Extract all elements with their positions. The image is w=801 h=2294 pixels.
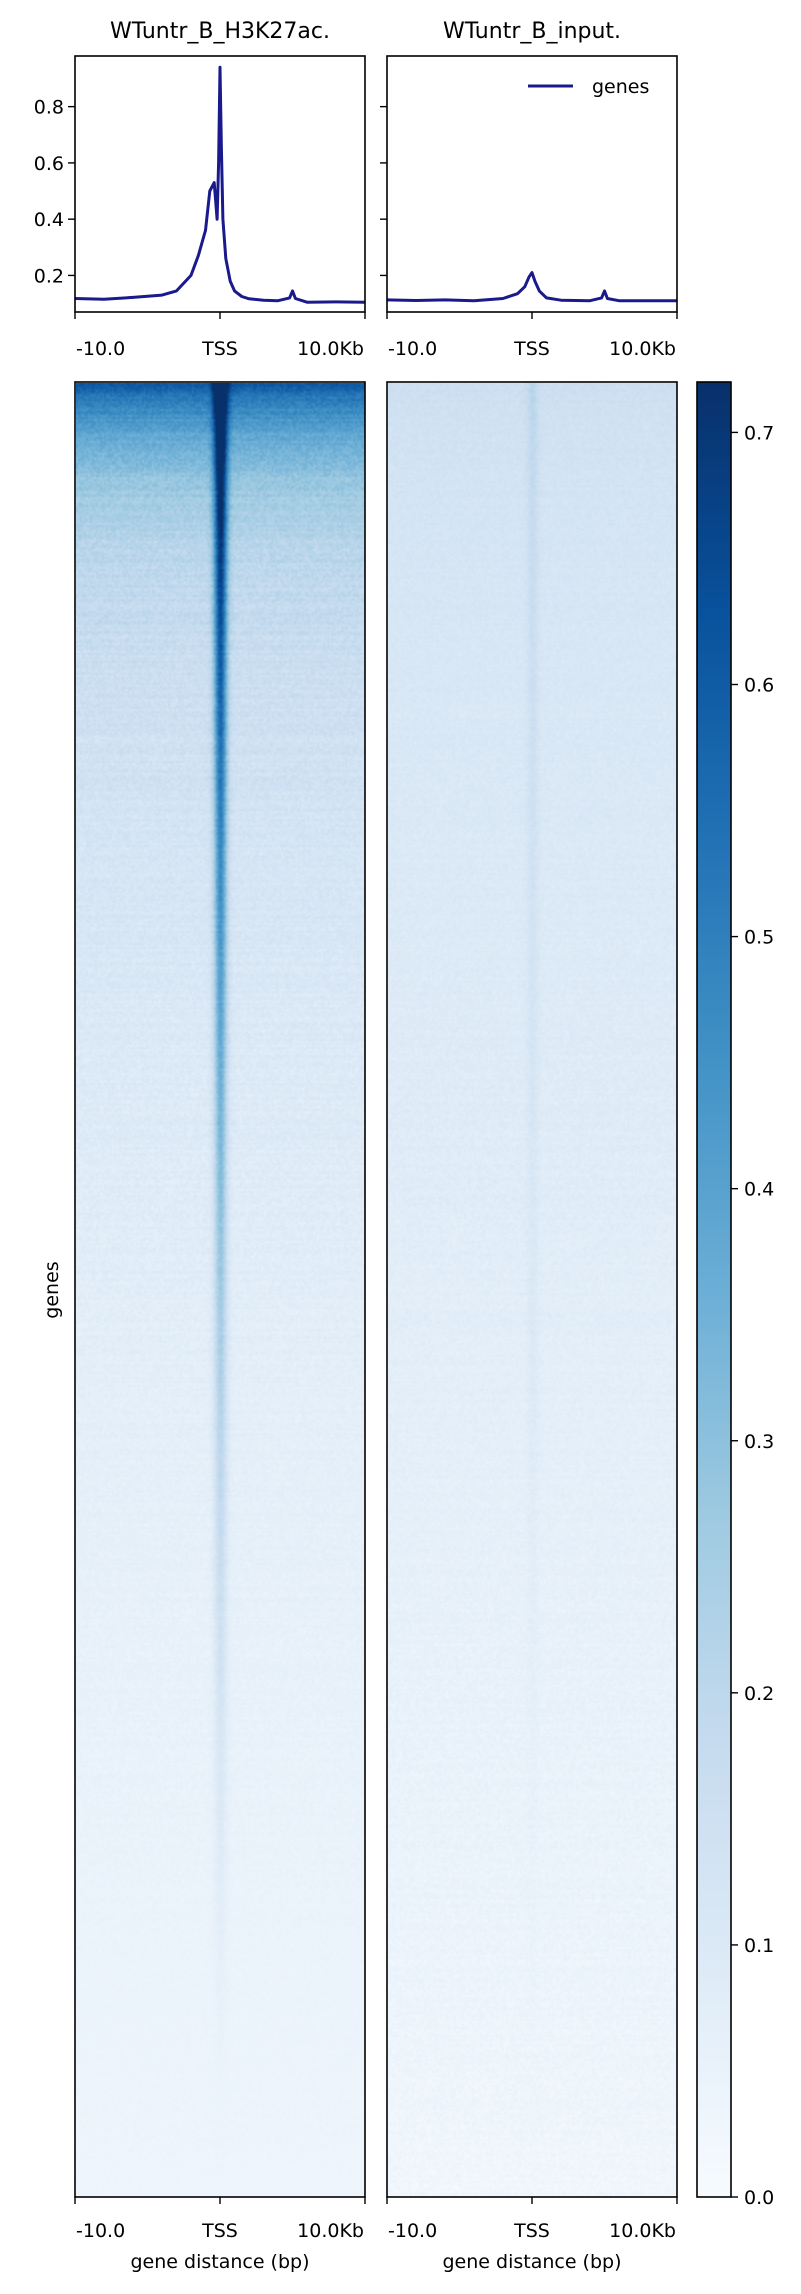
heatmap-2-image <box>388 383 677 2197</box>
colorbar-tick-label: 0.5 <box>744 927 774 949</box>
profile-2-xtick-tss: TSS <box>513 338 550 360</box>
heatmap-2-xlabel: gene distance (bp) <box>442 2251 621 2273</box>
heatmap-1-x-axis: -10.0 TSS 10.0Kb <box>74 2197 366 2242</box>
panel-1-title: WTuntr_B_H3K27ac. <box>110 19 330 44</box>
profile-2-series-line <box>386 271 677 303</box>
heatmap-1-ylabel: genes <box>41 1261 63 1318</box>
colorbar-gradient <box>696 381 732 2198</box>
legend-label: genes <box>592 76 649 98</box>
colorbar: 0.0 0.1 0.2 0.3 0.4 0.5 0.6 0.7 <box>696 381 774 2209</box>
profile-2-y-axis <box>380 105 387 277</box>
colorbar-tick-label: 0.4 <box>744 1179 774 1201</box>
heatmap-1-xtick-start: -10.0 <box>76 2220 125 2242</box>
heatmap-1-xtick-end: 10.0Kb <box>297 2220 364 2242</box>
profile-2-xtick-start: -10.0 <box>388 338 437 360</box>
heatmap-2-xtick-start: -10.0 <box>388 2220 437 2242</box>
profile-1-series-line <box>74 65 366 304</box>
profile-2-xtick-end: 10.0Kb <box>609 338 676 360</box>
profile-1-ytick-label: 0.2 <box>34 265 64 287</box>
profile-1-ytick-label: 0.6 <box>34 153 64 175</box>
profile-plot-2: genes -10.0 TSS 10.0Kb <box>380 55 678 360</box>
profile-2-x-axis: -10.0 TSS 10.0Kb <box>386 312 678 360</box>
colorbar-tick-label: 0.0 <box>744 2187 774 2209</box>
heatmap-1-xlabel: gene distance (bp) <box>130 2251 309 2273</box>
heatmap-2-xtick-tss: TSS <box>513 2220 550 2242</box>
profile-1-xtick-end: 10.0Kb <box>297 338 364 360</box>
colorbar-tick-label: 0.1 <box>744 1935 774 1957</box>
heatmap-2-x-axis: -10.0 TSS 10.0Kb <box>386 2197 678 2242</box>
colorbar-tick-label: 0.2 <box>744 1683 774 1705</box>
heatmap-2: -10.0 TSS 10.0Kb gene distance (bp) <box>386 381 678 2273</box>
heatmap-1: -10.0 TSS 10.0Kb gene distance (bp) gene… <box>41 381 366 2273</box>
profile-1-xtick-tss: TSS <box>201 338 238 360</box>
panel-2-title: WTuntr_B_input. <box>443 19 621 44</box>
profile-1-xtick-start: -10.0 <box>76 338 125 360</box>
colorbar-ticks: 0.0 0.1 0.2 0.3 0.4 0.5 0.6 0.7 <box>731 422 774 2209</box>
heatmap-2-xtick-end: 10.0Kb <box>609 2220 676 2242</box>
profile-1-ytick-label: 0.4 <box>34 209 64 231</box>
colorbar-tick-label: 0.3 <box>744 1431 774 1453</box>
profile-2-legend: genes <box>528 76 649 98</box>
profile-1-x-axis: -10.0 TSS 10.0Kb <box>74 312 366 360</box>
profile-plot-1: 0.2 0.4 0.6 0.8 -10.0 TSS 10.0Kb <box>34 55 366 360</box>
colorbar-tick-label: 0.6 <box>744 675 774 697</box>
heatmap-1-xtick-tss: TSS <box>201 2220 238 2242</box>
profile-1-y-axis: 0.2 0.4 0.6 0.8 <box>34 97 75 287</box>
colorbar-tick-label: 0.7 <box>744 422 774 444</box>
profile-1-ytick-label: 0.8 <box>34 97 64 119</box>
heatmap-1-image <box>76 383 365 2197</box>
